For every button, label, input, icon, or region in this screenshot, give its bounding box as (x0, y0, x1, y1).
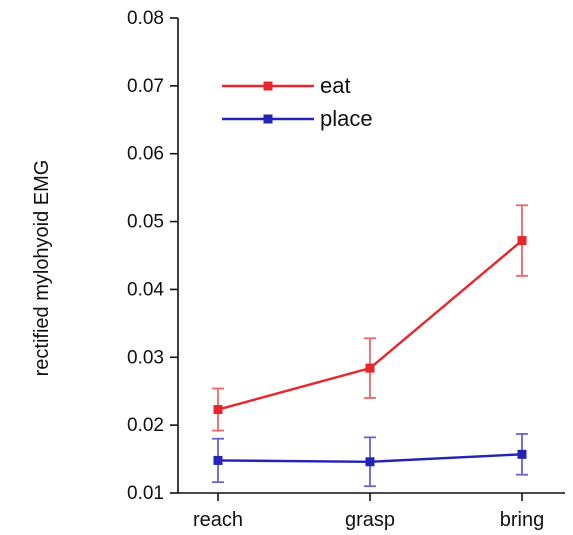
x-category-label: grasp (345, 509, 395, 531)
data-point (517, 449, 527, 459)
x-category-label: reach (193, 509, 243, 531)
data-point (213, 455, 223, 465)
data-point (365, 363, 375, 373)
series-eat (212, 204, 528, 432)
axes (177, 18, 565, 494)
y-tick-label: 0.04 (127, 279, 164, 300)
y-tick-label: 0.08 (127, 8, 164, 29)
legend-marker (263, 114, 273, 124)
y-tick-label: 0.02 (127, 415, 164, 436)
y-ticks: 0.01 0.02 0.03 0.04 0.05 0.06 0.07 0.08 (127, 8, 178, 504)
series-group (212, 204, 528, 488)
x-category-label: bring (500, 509, 544, 531)
y-tick-label: 0.06 (127, 144, 164, 165)
series-place (212, 433, 528, 488)
y-tick-label: 0.05 (127, 212, 164, 233)
y-axis-title: rectified mylohyoid EMG (31, 160, 53, 377)
legend-label: eat (320, 73, 351, 98)
y-tick-label: 0.07 (127, 76, 164, 97)
data-point (213, 405, 223, 415)
legend: eat place (222, 73, 373, 131)
y-tick-label: 0.01 (127, 483, 164, 504)
legend-marker (263, 81, 273, 91)
legend-item-place: place (222, 106, 373, 131)
data-point (365, 457, 375, 467)
data-point (517, 236, 527, 246)
x-ticks: reach grasp bring (193, 493, 544, 531)
y-tick-label: 0.03 (127, 347, 164, 368)
legend-label: place (320, 106, 373, 131)
legend-item-eat: eat (222, 73, 351, 98)
